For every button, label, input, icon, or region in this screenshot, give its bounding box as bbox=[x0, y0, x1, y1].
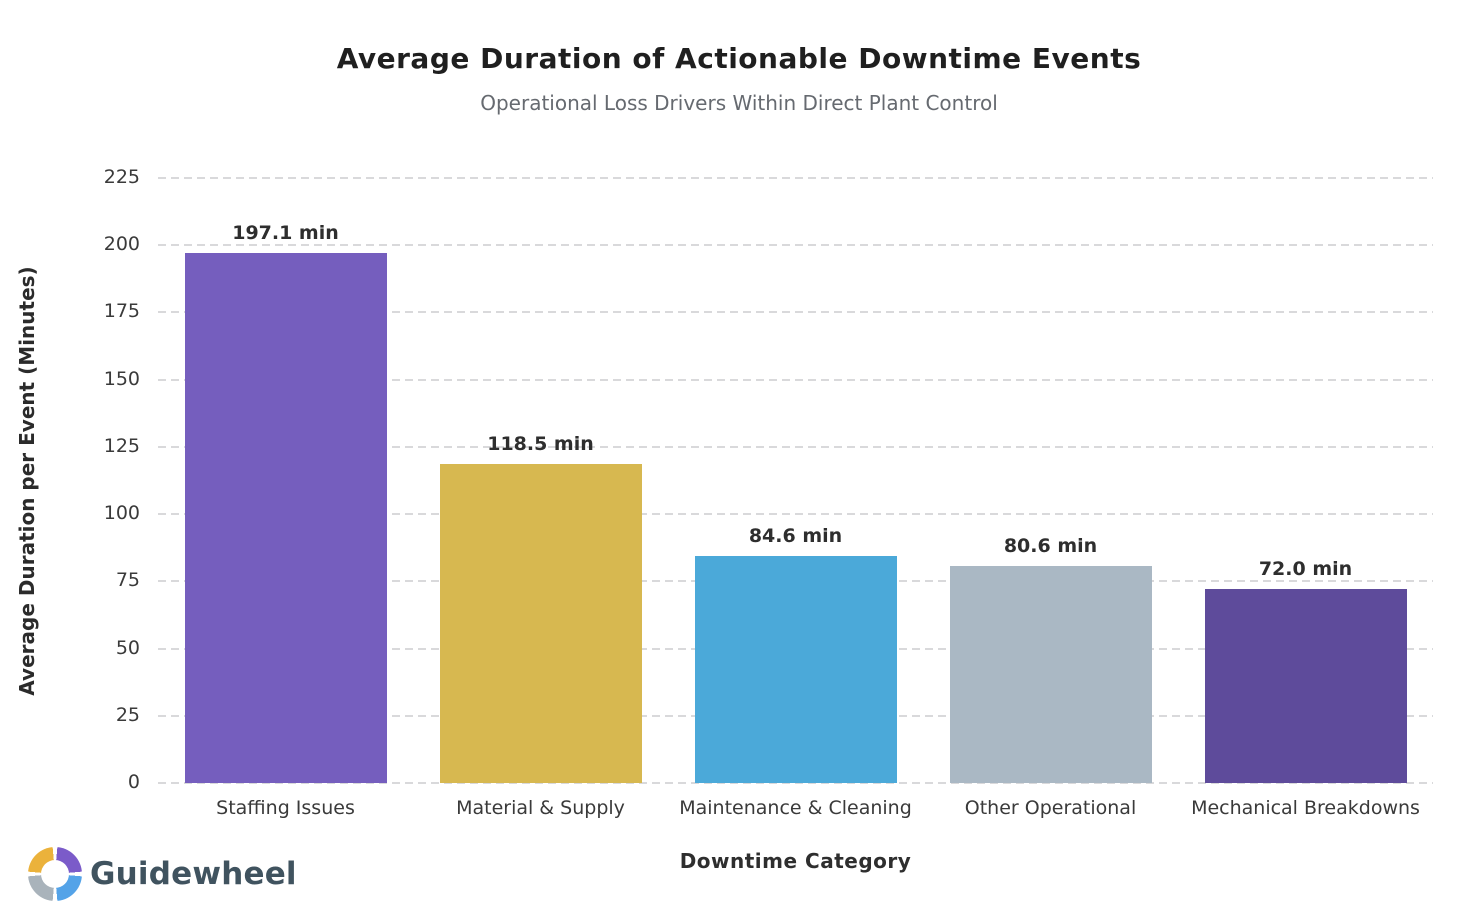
bar-mechanical-breakdowns bbox=[1204, 589, 1407, 783]
y-tick-label: 50 bbox=[115, 636, 140, 659]
y-tick-label: 0 bbox=[127, 771, 140, 793]
bar-maintenance-cleaning bbox=[694, 555, 897, 783]
x-category-label: Mechanical Breakdowns bbox=[1191, 797, 1420, 819]
brand-wordmark: Guidewheel bbox=[90, 856, 297, 892]
y-tick-label: 75 bbox=[115, 569, 140, 592]
y-tick-label: 100 bbox=[103, 502, 140, 525]
gridline-y-175 bbox=[158, 311, 1433, 314]
bar-value-label: 118.5 min bbox=[487, 433, 594, 456]
wheel-icon-hole bbox=[41, 860, 69, 888]
y-tick-label: 225 bbox=[103, 166, 140, 188]
bar-value-label: 72.0 min bbox=[1258, 558, 1353, 581]
gridline-y-200 bbox=[158, 244, 1433, 247]
gridline-y-100 bbox=[158, 513, 1433, 516]
gridline-y-0 bbox=[158, 782, 1433, 784]
bar-material-supply bbox=[439, 464, 642, 783]
y-tick-label: 25 bbox=[115, 703, 140, 726]
y-tick-label: 125 bbox=[103, 434, 140, 457]
x-category-label: Material & Supply bbox=[456, 797, 625, 819]
bar-value-label: 197.1 min bbox=[232, 222, 339, 245]
gridline-y-125 bbox=[158, 445, 1433, 448]
gridline-y-225 bbox=[158, 177, 1433, 179]
guidewheel-wheel-icon bbox=[28, 847, 82, 901]
bar-other-operational bbox=[949, 566, 1152, 783]
bar-value-label: 84.6 min bbox=[748, 524, 843, 547]
y-tick-label: 175 bbox=[103, 300, 140, 323]
brand-lockup: Guidewheel bbox=[28, 846, 297, 902]
bar-staffing-issues bbox=[184, 253, 387, 783]
x-category-label: Other Operational bbox=[964, 797, 1137, 819]
chart-subtitle: Operational Loss Drivers Within Direct P… bbox=[480, 91, 998, 115]
gridline-y-150 bbox=[158, 378, 1433, 381]
chart-title: Average Duration of Actionable Downtime … bbox=[336, 42, 1142, 75]
x-axis-title: Downtime Category bbox=[679, 849, 912, 873]
y-tick-label: 150 bbox=[103, 367, 140, 390]
y-tick-label: 200 bbox=[103, 233, 140, 256]
x-category-label: Maintenance & Cleaning bbox=[679, 797, 912, 819]
bar-value-label: 80.6 min bbox=[1003, 535, 1098, 558]
x-category-label: Staffing Issues bbox=[216, 797, 355, 819]
y-axis-title: Average Duration per Event (Minutes) bbox=[15, 266, 39, 696]
